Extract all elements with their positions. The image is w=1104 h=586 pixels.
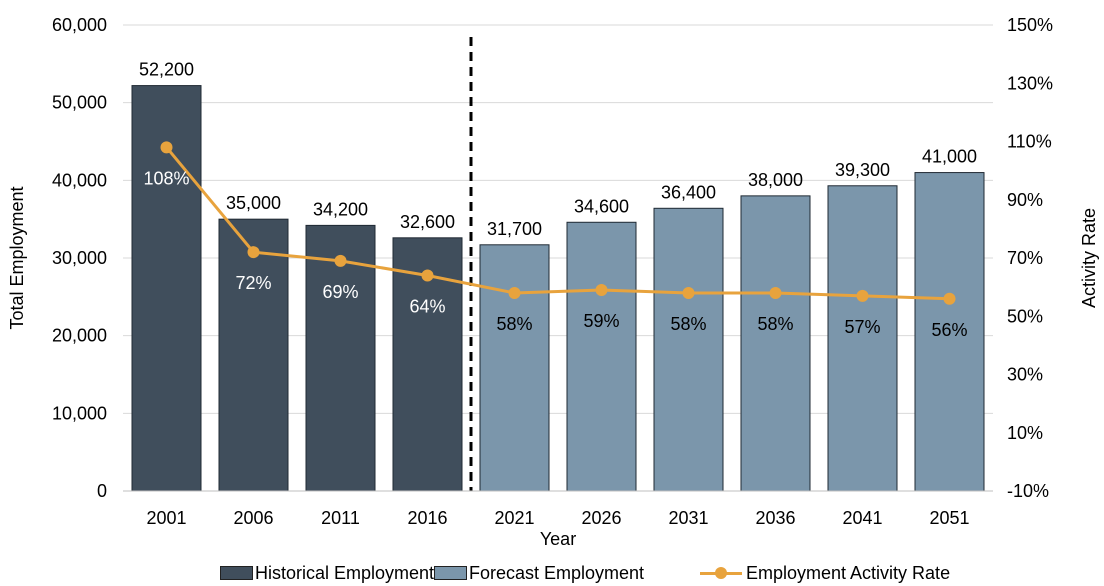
bar <box>305 224 376 492</box>
x-tick-label: 2021 <box>494 508 534 528</box>
rate-value-label: 108% <box>143 168 189 188</box>
bar <box>914 172 985 492</box>
legend-label-historical: Historical Employment <box>255 562 435 583</box>
bar-value-label: 36,400 <box>661 182 716 202</box>
x-tick-label: 2036 <box>755 508 795 528</box>
rate-point <box>160 141 173 154</box>
activity-rate-labels: 108% 72% 69% 64% 58% 59% 58% 58% 57% 56% <box>143 168 967 339</box>
right-y-axis-title: Activity Rate <box>1079 208 1099 308</box>
legend-item-rate: Employment Activity Rate <box>700 560 950 586</box>
right-tick-label: 150% <box>1007 15 1053 35</box>
rate-value-label: 58% <box>670 314 706 334</box>
legend-label-rate: Employment Activity Rate <box>746 562 951 583</box>
right-tick-label: 70% <box>1007 248 1043 268</box>
left-tick-label: 20,000 <box>52 326 107 346</box>
x-tick-label: 2026 <box>581 508 621 528</box>
bar-value-labels: 52,200 35,000 34,200 32,600 31,700 34,600 36,4… <box>139 60 977 239</box>
bar <box>479 244 550 492</box>
right-tick-label: 90% <box>1007 190 1043 210</box>
bar-value-label: 34,200 <box>313 199 368 219</box>
activity-rate-line <box>160 141 956 305</box>
left-tick-label: 0 <box>97 481 107 501</box>
bar-value-label: 39,300 <box>835 160 890 180</box>
bar-value-label: 35,000 <box>226 193 281 213</box>
x-tick-label: 2016 <box>407 508 447 528</box>
y-axis-title: Total Employment <box>7 186 27 329</box>
rate-point <box>421 269 434 282</box>
right-tick-label: 10% <box>1007 423 1043 443</box>
employment-chart: 52,200 35,000 34,200 32,600 31,700 34,600 36,4… <box>7 15 1099 549</box>
bar <box>218 218 289 492</box>
bar <box>566 221 637 492</box>
right-tick-label: 110% <box>1007 132 1052 152</box>
x-tick-label: 2006 <box>233 508 273 528</box>
rate-value-label: 58% <box>496 314 532 334</box>
right-tick-label: 130% <box>1007 73 1053 93</box>
bar <box>653 207 724 492</box>
left-tick-label: 40,000 <box>52 170 107 190</box>
legend-item-historical: Historical Employment <box>220 560 434 586</box>
rate-point <box>334 254 347 267</box>
legend-swatch-rate <box>700 566 742 580</box>
rate-value-label: 58% <box>757 314 793 334</box>
bar-value-label: 34,600 <box>574 196 629 216</box>
left-tick-label: 50,000 <box>52 93 107 113</box>
left-tick-label: 60,000 <box>52 15 107 35</box>
rate-value-label: 64% <box>409 296 445 316</box>
right-y-axis: -10% 10% 30% 50% 70% 90% 110% 130% 150% <box>1007 15 1053 501</box>
rate-value-label: 57% <box>844 317 880 337</box>
x-tick-label: 2041 <box>842 508 882 528</box>
right-tick-label: 30% <box>1007 365 1043 385</box>
bar <box>827 185 898 492</box>
left-y-axis: 0 10,000 20,000 30,000 40,000 50,000 60,000 <box>52 15 107 501</box>
legend-swatch-historical <box>220 566 253 580</box>
x-axis-title: Year <box>540 529 576 549</box>
bar-value-label: 41,000 <box>922 147 977 167</box>
x-tick-label: 2011 <box>321 508 360 528</box>
rate-point <box>247 246 260 259</box>
bar-value-label: 52,200 <box>139 60 194 80</box>
x-tick-label: 2001 <box>146 508 186 528</box>
legend: Historical Employment Forecast Employmen… <box>0 560 1104 586</box>
x-tick-label: 2051 <box>929 508 969 528</box>
rate-point <box>508 286 521 299</box>
rate-point <box>943 292 956 305</box>
bar-value-label: 32,600 <box>400 212 455 232</box>
rate-point <box>682 286 695 299</box>
rate-line <box>165 146 950 301</box>
rate-point <box>769 286 782 299</box>
rate-value-label: 69% <box>322 282 358 302</box>
x-tick-label: 2031 <box>668 508 708 528</box>
legend-item-forecast: Forecast Employment <box>434 560 644 586</box>
rate-value-label: 72% <box>235 273 271 293</box>
rate-point <box>856 289 869 302</box>
bars <box>131 85 985 492</box>
rate-value-label: 56% <box>931 320 967 340</box>
legend-label-forecast: Forecast Employment <box>469 562 645 583</box>
right-tick-label: 50% <box>1007 306 1043 326</box>
bar-value-label: 31,700 <box>487 219 542 239</box>
right-tick-label: -10% <box>1007 481 1049 501</box>
rate-value-label: 59% <box>583 311 619 331</box>
rate-point <box>595 284 608 297</box>
left-tick-label: 10,000 <box>52 403 107 423</box>
left-tick-label: 30,000 <box>52 248 107 268</box>
x-axis: 2001 2006 2011 2016 2021 2026 2031 2036 2041 2051 <box>123 490 993 528</box>
bar <box>740 195 811 492</box>
bar-value-label: 38,000 <box>748 170 803 190</box>
legend-swatch-forecast <box>434 566 467 580</box>
